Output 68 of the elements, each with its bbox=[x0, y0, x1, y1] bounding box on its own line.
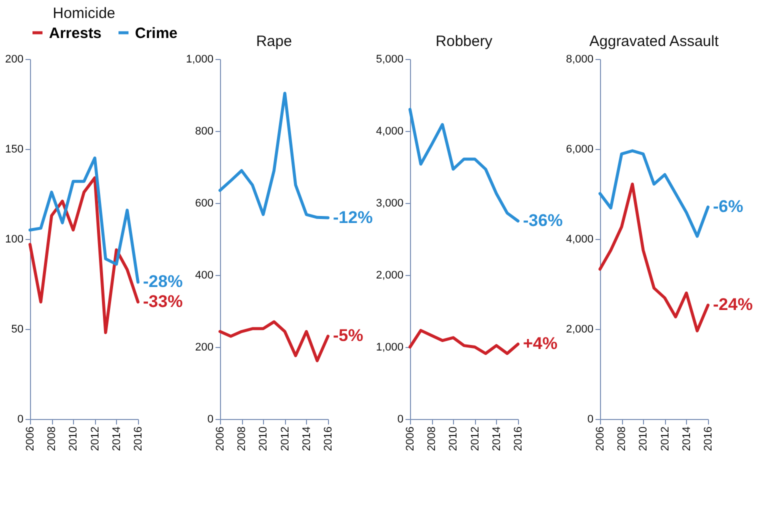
text: -5% bbox=[333, 326, 364, 346]
x-tick-label: 2010 bbox=[448, 426, 460, 451]
chart-title: Rape bbox=[256, 33, 292, 50]
x-tick-label: 2010 bbox=[68, 426, 80, 451]
y-tick-label: 800 bbox=[195, 126, 214, 138]
y-tick-label: 100 bbox=[5, 234, 24, 246]
line-series bbox=[28, 156, 140, 284]
text: -36% bbox=[523, 211, 563, 230]
x-tick-label: 2010 bbox=[638, 426, 650, 451]
x-tick-label: 2006 bbox=[594, 426, 606, 451]
y-tick-label: 0 bbox=[397, 414, 404, 426]
x-tick-label: 2012 bbox=[279, 426, 292, 451]
y-tick-label: 200 bbox=[195, 342, 214, 354]
chart-title: Robbery bbox=[436, 33, 493, 50]
line-series bbox=[408, 328, 520, 355]
x-tick-label: 2006 bbox=[214, 426, 226, 451]
x-tick-label: 2014 bbox=[110, 426, 123, 451]
x-tick-label: 2014 bbox=[680, 426, 693, 451]
x-tick-label: 2014 bbox=[300, 426, 313, 451]
x-tick-label: 2014 bbox=[490, 426, 503, 451]
line-series bbox=[598, 149, 710, 238]
y-tick-label: 1,000 bbox=[376, 342, 404, 354]
y-tick-label: 0 bbox=[207, 414, 214, 426]
chart-title: Aggravated Assault bbox=[589, 33, 720, 50]
y-tick-label: 6,000 bbox=[566, 144, 594, 156]
x-tick-label: 2008 bbox=[616, 426, 628, 451]
line-series bbox=[218, 92, 330, 220]
x-tick-label: 2006 bbox=[404, 426, 416, 451]
text: -24% bbox=[713, 295, 753, 314]
x-tick-label: 2016 bbox=[132, 426, 144, 451]
y-tick-label: 3,000 bbox=[376, 198, 404, 210]
x-tick-label: 2012 bbox=[89, 426, 102, 451]
x-tick-label: 2016 bbox=[322, 426, 334, 451]
y-tick-label: 5,000 bbox=[376, 54, 404, 66]
chart-title: Homicide bbox=[52, 5, 116, 22]
x-tick-label: 2008 bbox=[46, 426, 58, 451]
y-tick-label: 4,000 bbox=[566, 234, 594, 246]
x-tick-label: 2010 bbox=[258, 426, 270, 451]
x-tick-label: 2008 bbox=[236, 426, 248, 451]
y-tick-label: 150 bbox=[5, 144, 24, 156]
y-tick-label: 1,000 bbox=[186, 54, 214, 66]
line-series bbox=[598, 182, 710, 332]
y-tick-label: 400 bbox=[195, 270, 214, 282]
y-tick-label: 2,000 bbox=[376, 270, 404, 282]
line-series bbox=[28, 176, 140, 334]
y-tick-label: 4,000 bbox=[376, 126, 404, 138]
y-tick-label: 2,000 bbox=[566, 324, 594, 336]
text: -12% bbox=[333, 208, 373, 227]
y-tick-label: 0 bbox=[17, 414, 24, 426]
text: -6% bbox=[713, 197, 744, 216]
x-tick-label: 2012 bbox=[469, 426, 482, 451]
y-tick-label: 0 bbox=[587, 414, 594, 426]
y-tick-label: 600 bbox=[195, 198, 214, 210]
x-tick-label: 2008 bbox=[426, 426, 438, 451]
text: -28% bbox=[143, 272, 183, 292]
legend-label: Crime bbox=[135, 24, 178, 42]
y-tick-label: 200 bbox=[5, 54, 24, 66]
line-series bbox=[218, 320, 330, 362]
text: -33% bbox=[143, 292, 183, 311]
x-tick-label: 2016 bbox=[512, 426, 524, 451]
text: +4% bbox=[523, 334, 558, 354]
legend-label: Arrests bbox=[49, 24, 102, 42]
x-tick-label: 2016 bbox=[702, 426, 714, 451]
y-tick-label: 50 bbox=[11, 324, 24, 336]
x-tick-label: 2012 bbox=[659, 426, 672, 451]
line-series bbox=[408, 108, 520, 222]
y-tick-label: 8,000 bbox=[566, 54, 594, 66]
x-tick-label: 2006 bbox=[24, 426, 36, 451]
